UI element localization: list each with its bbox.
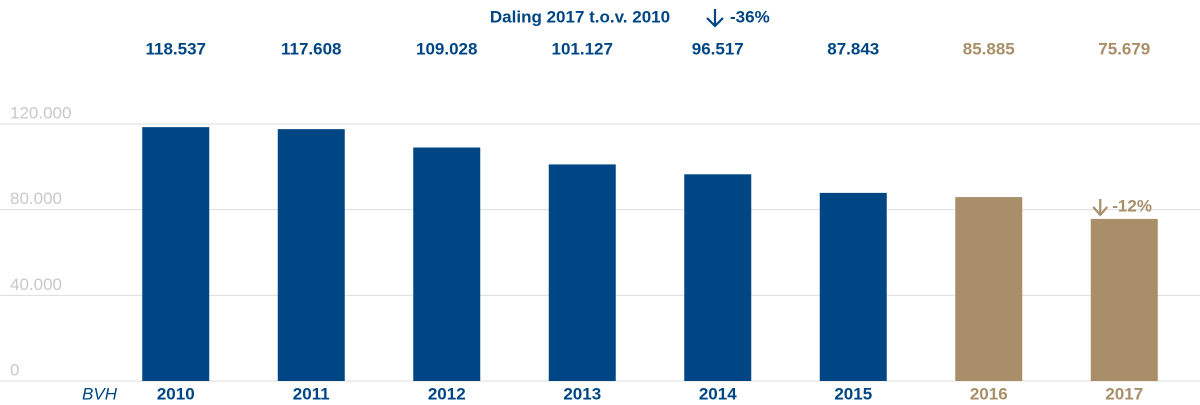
y-tick-label: 40.000 [10, 275, 62, 294]
value-label: 101.127 [552, 39, 613, 58]
chart-title: Daling 2017 t.o.v. 2010 [490, 7, 670, 26]
value-label: 118.537 [145, 39, 206, 58]
down-arrow-icon [1092, 198, 1109, 217]
x-axis-label: BVH [82, 384, 118, 403]
y-tick-label: 120.000 [10, 103, 71, 122]
bar [548, 164, 616, 381]
y-tick-label: 80.000 [10, 189, 62, 208]
value-label: 117.608 [281, 39, 342, 58]
bar [684, 174, 752, 381]
value-label: 109.028 [416, 39, 477, 58]
x-tick-label: 2014 [699, 384, 737, 403]
annotation: -12% [1112, 196, 1152, 215]
x-tick-label: 2011 [293, 384, 330, 403]
bar [1090, 218, 1158, 381]
y-tick-label: 0 [10, 360, 19, 379]
bar [819, 192, 887, 381]
bar [277, 129, 345, 381]
x-tick-label: 2012 [428, 384, 466, 403]
down-arrow-icon [706, 9, 724, 28]
x-tick-label: 2016 [970, 384, 1008, 403]
value-label: 87.843 [827, 39, 879, 58]
title-change: -36% [730, 7, 770, 26]
x-tick-label: 2015 [834, 384, 872, 403]
x-tick-label: 2017 [1105, 384, 1143, 403]
bar [142, 127, 210, 381]
value-label: 96.517 [692, 39, 744, 58]
value-label: 75.679 [1098, 39, 1150, 58]
value-label: 85.885 [963, 39, 1015, 58]
bar [413, 147, 481, 381]
bar [955, 197, 1023, 381]
x-tick-label: 2010 [157, 384, 195, 403]
x-tick-label: 2013 [563, 384, 601, 403]
arrow-head [1092, 206, 1109, 217]
